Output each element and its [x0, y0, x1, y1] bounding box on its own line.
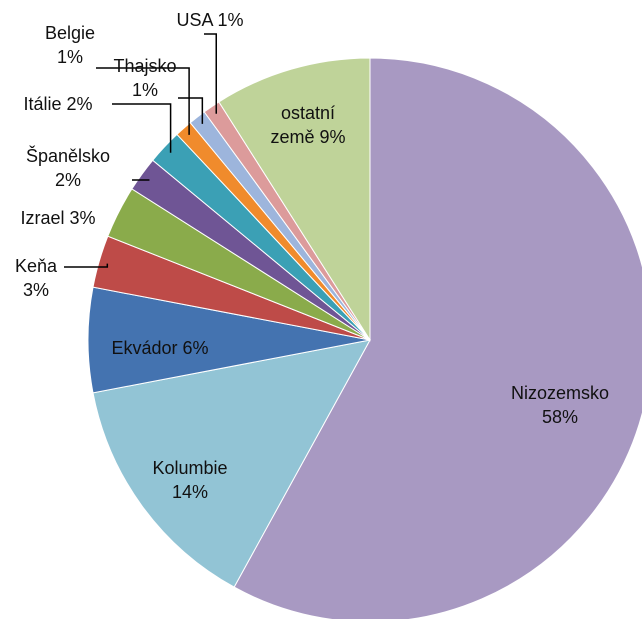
slice-label: Kolumbie 14% [140, 456, 240, 504]
pie-slice [218, 57, 371, 342]
pie-slice [92, 339, 371, 588]
category-label: ostatní země [270, 103, 336, 147]
value-label: 3% [22, 280, 49, 300]
slice-label: USA 1% [160, 8, 260, 32]
value-label: 2% [66, 94, 93, 114]
value-label: 58% [541, 407, 579, 427]
category-label: Ekvádor [111, 338, 178, 358]
slice-label: Ekvádor 6% [85, 336, 235, 360]
leader-line [178, 97, 204, 124]
slice-label: Thajsko 1% [110, 54, 180, 102]
value-label: 1% [56, 47, 83, 67]
category-label: Izrael [20, 208, 65, 228]
category-label: Kolumbie [152, 458, 228, 478]
slice-label: ostatní země 9% [268, 101, 348, 149]
value-label: 3% [69, 208, 96, 228]
category-label: USA [176, 10, 213, 30]
category-label: Itálie [23, 94, 62, 114]
category-label: Keňa [14, 256, 58, 276]
slice-label: Itálie 2% [3, 92, 113, 116]
category-label: Thajsko [113, 56, 177, 76]
slice-label: Keňa 3% [11, 254, 61, 302]
category-label: Španělsko [25, 146, 111, 166]
category-label: Belgie [44, 23, 96, 43]
value-label: 1% [131, 80, 158, 100]
value-label: 9% [319, 127, 346, 147]
leader-line [96, 67, 190, 135]
leader-line [132, 179, 150, 181]
value-label: 14% [171, 482, 209, 502]
slice-label: Španělsko 2% [18, 144, 118, 192]
value-label: 6% [182, 338, 209, 358]
slice-label: Belgie 1% [40, 21, 100, 69]
pie-slice [233, 57, 642, 619]
slice-label: Nizozemsko 58% [495, 381, 625, 429]
category-label: Nizozemsko [510, 383, 610, 403]
leader-line [64, 263, 109, 268]
value-label: 1% [217, 10, 244, 30]
leader-line [204, 33, 217, 114]
leader-line [112, 103, 172, 153]
value-label: 2% [54, 170, 81, 190]
slice-label: Izrael 3% [3, 206, 113, 230]
